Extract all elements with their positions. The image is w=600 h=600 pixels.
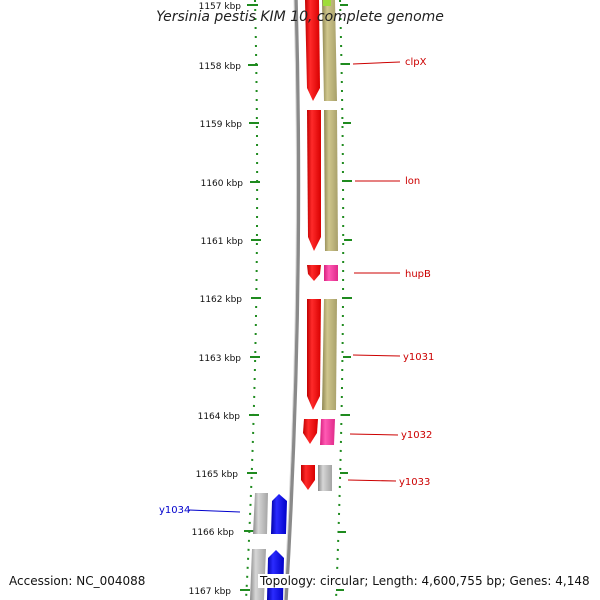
kbp-tick: 1159 kbp <box>200 120 259 130</box>
cog-feature <box>322 0 337 101</box>
kbp-tick: 1161 kbp <box>201 237 261 247</box>
kbp-label: 1161 kbp <box>201 237 244 247</box>
gene-label-y1033[interactable]: y1033 <box>399 477 430 488</box>
cog-feature <box>324 110 338 251</box>
cds-feature[interactable] <box>271 494 287 534</box>
kbp-tick: 1164 kbp <box>198 412 259 422</box>
kbp-tick: 1162 kbp <box>200 295 261 305</box>
kbp-ruler: 1157 kbp 1158 kbp 1159 kbp 1160 kbp 1161… <box>189 2 261 597</box>
outer-ticks <box>336 4 352 591</box>
kbp-label: 1158 kbp <box>199 62 242 72</box>
gene-y1032[interactable] <box>303 419 335 445</box>
kbp-label: 1157 kbp <box>199 2 242 12</box>
gene-labels: clpX lon hupB y1031 y1032 y1033 y1034 <box>159 57 434 516</box>
kbp-label: 1164 kbp <box>198 412 241 422</box>
gene-label-y1032[interactable]: y1032 <box>401 430 432 441</box>
map-title: Yersinia pestis KIM 10, complete genome <box>156 9 444 25</box>
kbp-label: 1167 kbp <box>189 587 232 597</box>
kbp-tick: 1160 kbp <box>201 179 260 189</box>
kbp-label: 1163 kbp <box>199 354 242 364</box>
outer-dotted-track <box>335 0 345 600</box>
cog-feature <box>318 465 332 491</box>
gene-label-hupB[interactable]: hupB <box>405 269 431 280</box>
cds-feature[interactable] <box>307 110 321 251</box>
genome-backbone <box>284 0 301 600</box>
gene-clpX[interactable] <box>305 0 337 101</box>
cds-feature[interactable] <box>301 465 315 490</box>
kbp-tick: 1163 kbp <box>199 354 260 364</box>
accession-text: Accession: NC_004088 <box>7 574 148 588</box>
cds-feature[interactable] <box>303 419 318 444</box>
kbp-label: 1162 kbp <box>200 295 243 305</box>
gene-label-clpX[interactable]: clpX <box>405 57 427 68</box>
cds-feature[interactable] <box>307 265 321 281</box>
backbone-highlight <box>283 0 297 600</box>
gene-hupB[interactable] <box>307 265 338 281</box>
cog-feature <box>324 265 338 281</box>
gene-lon[interactable] <box>307 110 338 251</box>
cog-feature <box>253 493 268 534</box>
genome-summary: Topology: circular; Length: 4,600,755 bp… <box>258 574 592 588</box>
cds-feature[interactable] <box>307 299 321 410</box>
kbp-label: 1160 kbp <box>201 179 244 189</box>
cog-feature <box>320 419 335 445</box>
kbp-label: 1166 kbp <box>192 528 235 538</box>
kbp-label: 1165 kbp <box>196 470 239 480</box>
gene-y1033[interactable] <box>301 465 332 491</box>
kbp-tick: 1167 kbp <box>189 587 250 597</box>
cds-feature[interactable] <box>305 0 320 101</box>
gene-label-y1034[interactable]: y1034 <box>159 505 190 516</box>
kbp-tick: 1157 kbp <box>199 2 258 12</box>
kbp-label: 1159 kbp <box>200 120 243 130</box>
gene-y1034[interactable] <box>253 493 287 534</box>
kbp-tick: 1166 kbp <box>192 528 254 538</box>
gene-label-y1031[interactable]: y1031 <box>403 352 434 363</box>
gene-label-lon[interactable]: lon <box>405 176 420 187</box>
kbp-tick: 1165 kbp <box>196 470 257 480</box>
cog-feature <box>322 299 337 410</box>
kbp-tick: 1158 kbp <box>199 62 258 72</box>
gene-y1031[interactable] <box>307 299 337 410</box>
cog-feature <box>323 0 331 6</box>
